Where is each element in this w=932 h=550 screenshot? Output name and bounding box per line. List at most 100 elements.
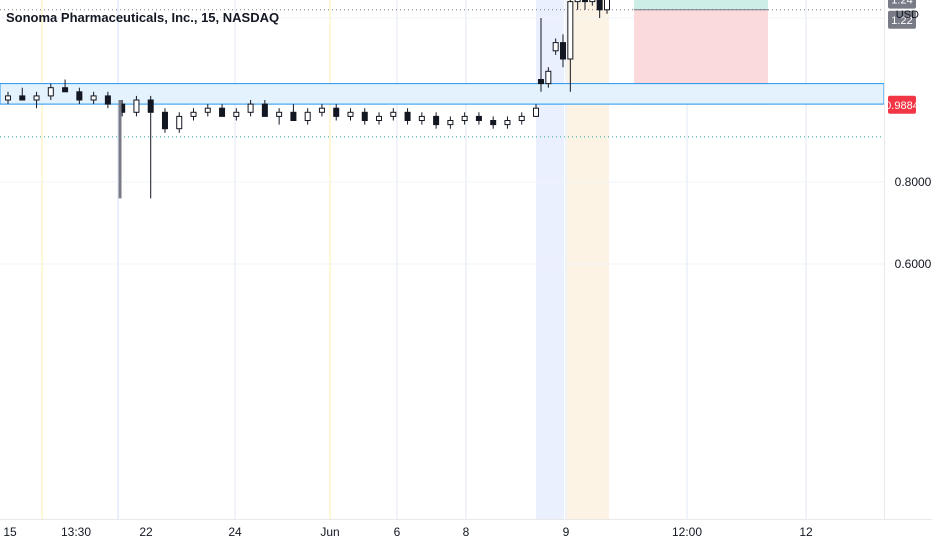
candle: [247, 100, 254, 117]
candle: [276, 108, 283, 125]
candle: [133, 95, 140, 117]
candle: [461, 112, 468, 125]
y-axis-tick-label: 0.8000: [895, 175, 932, 189]
candle: [47, 83, 54, 100]
candle-body: [147, 99, 154, 113]
candle-body: [418, 115, 425, 122]
candle: [589, 0, 596, 6]
currency-label: USD: [895, 9, 919, 21]
candle-body: [582, 0, 588, 3]
price-tag-background: [888, 95, 916, 114]
candle: [567, 0, 574, 92]
candle: [376, 112, 383, 125]
x-axis-tick-label: 6: [394, 525, 401, 539]
candle: [104, 91, 111, 109]
x-axis-tick-label: 22: [139, 525, 153, 539]
candle: [176, 112, 183, 133]
time-axis-divider: [0, 519, 932, 520]
candle-body: [247, 103, 254, 113]
candle-body: [361, 111, 368, 122]
candle-body: [533, 107, 539, 117]
candle-body: [567, 1, 574, 60]
candle-body: [461, 115, 468, 122]
candle: [418, 112, 425, 125]
candle-body: [304, 111, 311, 122]
candle-body: [19, 95, 26, 101]
candle: [204, 104, 211, 117]
candle-body: [261, 103, 268, 117]
candle-body: [190, 111, 197, 117]
candle: [596, 0, 603, 18]
position-profit-zone: [634, 0, 768, 10]
chart-title: Sonoma Pharmaceuticals, Inc., 15, NASDAQ: [6, 10, 280, 25]
candle: [475, 112, 482, 125]
candle-body: [504, 120, 511, 126]
price-tag-text: 1.22: [891, 15, 912, 27]
candle-body: [552, 42, 559, 52]
candle: [404, 108, 411, 125]
candle-body: [604, 0, 610, 11]
x-axis-tick-label: 12:00: [672, 525, 702, 539]
candle-body: [347, 111, 354, 117]
candle-body: [545, 70, 552, 85]
candle: [433, 112, 440, 129]
candle: [390, 108, 397, 121]
x-axis-tick-label: 12: [799, 525, 813, 539]
session-highlight-orange: [566, 0, 609, 519]
candle: [538, 18, 544, 92]
candle-body: [204, 107, 211, 113]
candle-body: [5, 95, 11, 101]
candle-body: [104, 95, 111, 105]
price-tag-background: [888, 0, 916, 9]
candle: [490, 116, 497, 129]
candle: [552, 38, 559, 55]
candle: [560, 34, 566, 68]
candle: [582, 0, 588, 10]
candle: [333, 104, 340, 121]
candle-body: [76, 91, 83, 101]
candle: [62, 79, 69, 93]
candle-body: [233, 111, 240, 117]
candle-body: [574, 0, 581, 3]
candle-body: [390, 111, 397, 117]
price-tag-text: 0.9884: [885, 100, 919, 112]
candle: [190, 108, 197, 121]
candle-body: [475, 115, 482, 122]
candle: [33, 91, 40, 109]
candle: [261, 100, 268, 117]
candle: [604, 0, 610, 14]
candle-body: [276, 111, 283, 117]
candle-body: [596, 0, 603, 11]
support-zone-rectangle: [0, 83, 885, 105]
x-axis-tick-label: 8: [463, 525, 470, 539]
candle-body: [318, 107, 325, 113]
price-tag: 0.9884: [885, 95, 919, 114]
candle-body: [538, 79, 544, 85]
candle: [361, 108, 368, 125]
candle: [318, 104, 325, 117]
candle: [533, 104, 539, 117]
candle: [304, 108, 311, 125]
y-axis-tick-label: 0.6000: [895, 257, 932, 271]
candle-body: [90, 95, 97, 101]
candle-body: [518, 115, 525, 122]
candle: [518, 112, 525, 125]
candle: [233, 108, 240, 121]
candle: [19, 87, 26, 101]
candle: [219, 104, 226, 117]
candle-body: [161, 111, 168, 130]
candle-body: [447, 120, 454, 126]
candle-body: [433, 115, 440, 126]
candle: [290, 104, 297, 122]
candle-body: [404, 111, 411, 122]
x-axis-tick-label: Jun: [320, 525, 339, 539]
candle: [76, 87, 83, 105]
price-tag-text: 1.24: [891, 0, 912, 7]
candle: [504, 116, 511, 129]
candle: [447, 116, 454, 129]
price-tag-background: [888, 10, 916, 29]
candle: [574, 0, 581, 10]
candle-body: [490, 120, 497, 126]
x-axis-tick-label: 15: [3, 525, 17, 539]
